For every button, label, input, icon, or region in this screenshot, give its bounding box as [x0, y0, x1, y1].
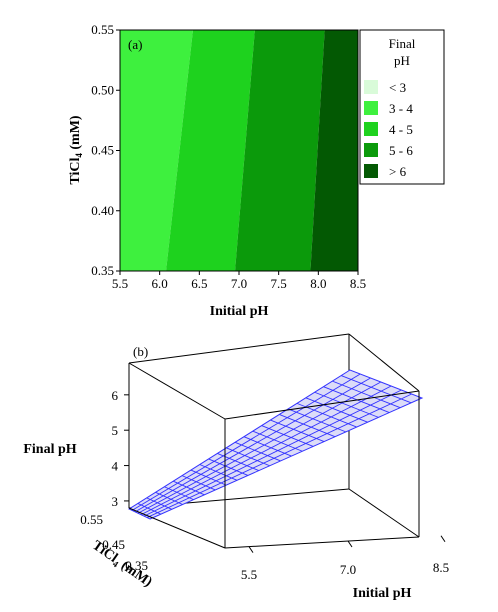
contour-y-axis-label: TiCl4 (mM) — [68, 115, 84, 185]
surface-grid-line — [243, 436, 292, 457]
surface-y-axis: 0.55 0.450.35 — [80, 512, 148, 573]
y-tick-label: 0.40 — [91, 203, 114, 218]
box-edge — [348, 333, 420, 392]
x-tick-label: 7.0 — [231, 276, 247, 291]
x-tick-label: 5.5 — [112, 276, 128, 291]
surface-grid-line — [199, 464, 238, 481]
x-tick-mark — [347, 540, 353, 548]
surface-grid-line — [314, 391, 379, 418]
surface-x-axis-label: Initial pH — [353, 586, 412, 601]
surface-z-axis-label: Final pH — [23, 442, 76, 457]
surface-grid-line — [261, 425, 314, 447]
box-edge — [348, 488, 420, 538]
surface-grid-line — [190, 469, 227, 486]
z-tick-label: 6 — [112, 388, 119, 403]
contour-regions — [120, 30, 358, 271]
x-tick-label: 7.5 — [271, 276, 287, 291]
panel-a-label: (a) — [128, 37, 142, 52]
x-tick-label: 7.0 — [340, 562, 356, 577]
x-tick-label: 8.5 — [350, 276, 366, 291]
x-tick-label: 6.5 — [191, 276, 207, 291]
surface-grid-line — [340, 375, 412, 404]
y-tick-label: 0.35 — [91, 263, 114, 278]
contour-legend: Final pH < 3 3 - 4 4 - 5 5 - 6 > 6 — [359, 29, 445, 185]
surface-grid-line — [146, 497, 172, 510]
surface-box-front-edges — [128, 390, 420, 549]
surface-grid-line — [131, 373, 361, 511]
y-tick-label: 0.45 — [91, 143, 114, 158]
surface-grid-line — [181, 475, 216, 491]
surface-grid-line — [252, 430, 303, 452]
x-tick-label: 8.0 — [310, 276, 326, 291]
contour-x-axis-label: Initial pH — [210, 304, 269, 319]
surface-grid-line — [305, 397, 368, 423]
x-tick-label: 5.5 — [241, 567, 257, 582]
panel-b-label: (b) — [133, 344, 148, 359]
legend-swatch — [364, 101, 378, 115]
x-tick-label: 6.0 — [152, 276, 168, 291]
surface-grid-line — [226, 447, 270, 467]
legend-label: 4 - 5 — [389, 122, 413, 137]
contour-region-0 — [120, 30, 193, 271]
legend-title-line1: Final — [389, 36, 416, 51]
y-tick-label: 0.55 — [91, 22, 114, 37]
surface-patch — [127, 369, 424, 520]
surface-panel: (b) 3 4 5 6 0.55 0.450.35 5.5 7.0 8.5 Final pH… — [23, 333, 449, 601]
z-tick-label: 4 — [112, 459, 119, 474]
surface-grid-line — [143, 389, 402, 517]
surface-grid-line — [287, 408, 347, 433]
legend-label: 5 - 6 — [389, 143, 413, 158]
surface-grid-line — [279, 414, 336, 438]
surface-grid-line — [137, 381, 382, 514]
surface-x-axis: 5.5 7.0 8.5 — [241, 535, 449, 582]
surface-grid-line — [217, 452, 259, 472]
legend-label: 3 - 4 — [389, 101, 413, 116]
surface-grid-line — [332, 380, 401, 409]
response-surface — [127, 369, 424, 520]
legend-title-line2: pH — [394, 53, 410, 68]
y-tick-label: 0.50 — [91, 82, 114, 97]
surface-grid-line — [137, 503, 162, 515]
surface-grid-line — [208, 458, 249, 476]
box-edge — [224, 536, 420, 549]
contour-y-axis: 0.35 0.40 0.45 0.50 0.55 — [91, 22, 120, 278]
y-tick-label: 0.45 — [102, 537, 125, 552]
box-edge — [128, 333, 350, 364]
legend-label: < 3 — [389, 80, 406, 95]
y-tick-label: 0.35 — [125, 558, 148, 573]
surface-grid-line — [155, 491, 183, 505]
box-edge — [128, 362, 226, 420]
contour-region-1 — [166, 30, 255, 271]
surface-grid-line — [164, 486, 194, 501]
surface-grid-line — [270, 419, 325, 442]
x-tick-label: 8.5 — [433, 560, 449, 575]
z-tick-label: 3 — [112, 494, 119, 509]
legend-swatch — [364, 164, 378, 178]
legend-label: > 6 — [389, 164, 407, 179]
y-tick-label: 0.55 — [80, 512, 103, 527]
x-tick-mark — [248, 546, 254, 553]
contour-region-3 — [310, 30, 358, 271]
z-tick-label: 5 — [112, 423, 119, 438]
contour-x-axis: 5.5 6.0 6.5 7.0 7.5 8.0 8.5 — [112, 271, 366, 291]
box-edge — [224, 390, 420, 420]
legend-swatch — [364, 80, 378, 94]
surface-grid-line — [234, 441, 281, 462]
box-edge — [128, 507, 226, 549]
x-tick-mark — [440, 535, 446, 543]
surface-grid-line — [134, 377, 371, 513]
contour-region-2 — [235, 30, 325, 271]
surface-grid-line — [146, 393, 412, 518]
contour-panel: (a) 5.5 6.0 6.5 7.0 7.5 8.0 8.5 0.350.400.450.… — [68, 22, 445, 319]
surface-grid-line — [140, 385, 392, 516]
surface-grid-line — [173, 480, 205, 496]
legend-swatch — [364, 143, 378, 157]
legend-swatch — [364, 122, 378, 136]
surface-z-axis: 3 4 5 6 — [112, 388, 129, 509]
